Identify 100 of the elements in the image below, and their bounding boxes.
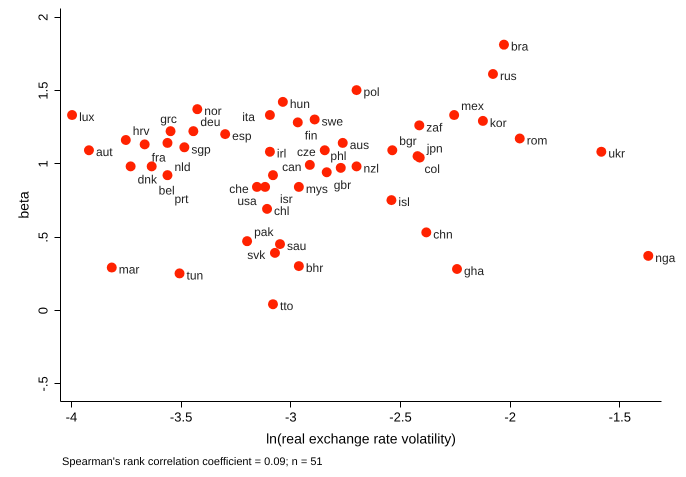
annotation: nld (174, 160, 190, 174)
point (386, 195, 396, 206)
annotation: swe (322, 114, 344, 128)
annotation: sau (287, 239, 306, 254)
annotation: hun (290, 96, 310, 111)
point (126, 161, 136, 172)
annotation: col (424, 162, 440, 176)
annotation: jpn (426, 142, 443, 156)
point (162, 170, 172, 180)
point (294, 182, 304, 192)
point (84, 145, 94, 156)
annotation: rus (500, 68, 517, 83)
annotation: nzl (364, 161, 379, 176)
annotation: isl (398, 195, 410, 210)
annotation: hrv (132, 124, 150, 138)
point (478, 116, 488, 126)
annotation: bhr (306, 261, 324, 276)
point (304, 160, 315, 170)
point (174, 268, 185, 278)
annotation: bgr (399, 134, 417, 148)
point (498, 40, 509, 50)
annotation: mar (118, 262, 140, 277)
point (264, 110, 275, 120)
annotation: rom (526, 134, 548, 148)
point (192, 104, 202, 114)
annotation: mex (461, 99, 484, 114)
annotation: aut (96, 145, 114, 160)
annotation: ukr (608, 146, 626, 161)
y-tick-label: 1 (36, 160, 50, 168)
point (179, 142, 190, 152)
point (260, 182, 270, 192)
annotation: aus (350, 138, 370, 152)
y-tick-label: .5 (36, 232, 50, 243)
annotation: zaf (426, 120, 443, 134)
point (262, 204, 272, 214)
x-tick-label: -4 (66, 410, 78, 424)
y-tick-label: 1.5 (36, 82, 50, 100)
annotation: pak (254, 225, 274, 240)
annotation: tto (280, 299, 294, 314)
point (336, 162, 346, 173)
point (188, 126, 198, 136)
point (242, 236, 252, 246)
annotation: dnk (138, 172, 158, 186)
annotation: lux (79, 110, 94, 124)
annotation: chn (433, 227, 453, 242)
point (449, 110, 460, 120)
point (140, 139, 150, 150)
point (275, 239, 285, 250)
annotation: isr (280, 192, 293, 206)
annotation: bra (510, 40, 529, 54)
point (270, 248, 280, 258)
point (352, 161, 362, 172)
text: Spearman's rank correlation coefficient = 0.09; n = 51 (62, 456, 323, 468)
x-tick-label: -2 (504, 410, 516, 424)
x-tick-label: -2.5 (389, 410, 412, 424)
annotation: can (282, 160, 302, 174)
y-tick-label: 0 (36, 306, 50, 314)
annotation: che (229, 182, 249, 196)
point (294, 261, 304, 272)
point (421, 227, 432, 238)
annotation: gha (464, 264, 484, 278)
x-tick-label: -3 (285, 410, 297, 424)
point (278, 96, 288, 107)
point (310, 114, 320, 124)
point (166, 126, 176, 136)
annotation: phl (330, 148, 346, 163)
annotation: gbr (334, 178, 352, 192)
x-tick-label: -3.5 (170, 410, 192, 424)
point (146, 161, 157, 172)
point (320, 145, 330, 156)
point (67, 110, 78, 120)
annotation: grc (160, 112, 177, 126)
annotation: esp (232, 129, 252, 144)
point (596, 146, 606, 157)
point (643, 250, 654, 261)
point (268, 170, 278, 180)
point (264, 146, 275, 157)
y-tick-label: -.5 (36, 376, 50, 392)
annotation: prt (174, 192, 190, 206)
annotation: irl (276, 146, 286, 161)
point (452, 264, 462, 274)
point (268, 299, 278, 310)
point (322, 167, 332, 178)
x-tick-label: -1.5 (608, 410, 632, 424)
x-axis-title: ln(real exchange rate volatility) (266, 430, 456, 446)
point (414, 120, 424, 130)
annotation: pol (364, 85, 380, 100)
point (220, 129, 230, 140)
point (338, 138, 348, 148)
point (292, 117, 303, 128)
annotation: chl (274, 204, 290, 218)
point (162, 138, 172, 148)
point (120, 134, 131, 145)
annotation: ita (242, 110, 256, 124)
point (387, 145, 398, 156)
point (514, 134, 525, 144)
annotation: kor (490, 116, 507, 130)
annotation: bel (158, 183, 175, 198)
annotation: usa (237, 194, 258, 208)
y-tick-label: 2 (36, 14, 50, 21)
